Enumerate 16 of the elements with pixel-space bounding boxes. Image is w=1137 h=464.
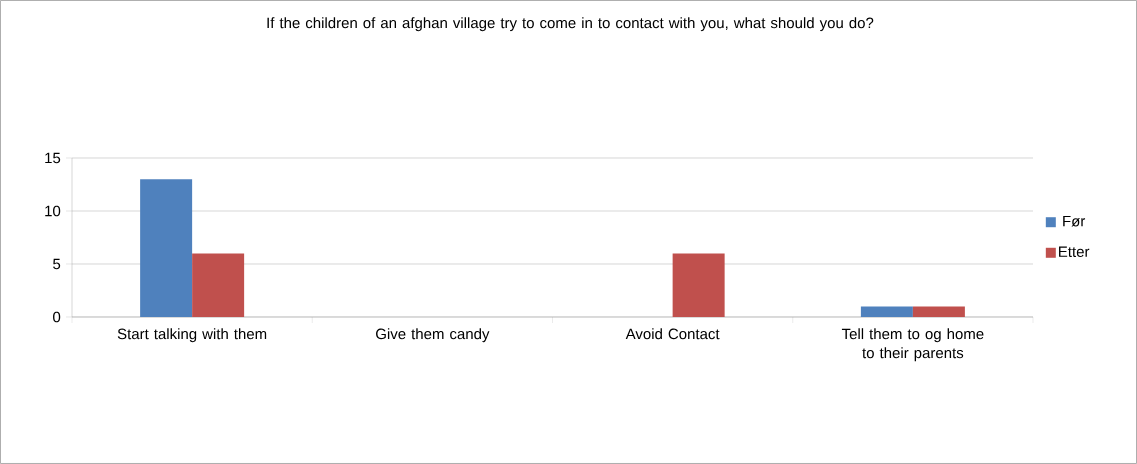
bar: [860, 306, 913, 317]
x-tick-label: Give them candy: [376, 328, 490, 343]
bar: [192, 253, 245, 317]
bar: [672, 253, 725, 317]
y-tick-label: 10: [45, 205, 61, 217]
y-tick-label: 5: [53, 258, 61, 270]
chart-title: If the children of an afghan village try to come in to contact with you, what should you do?: [267, 17, 874, 32]
bar: [140, 179, 193, 317]
y-tick-label: 0: [53, 311, 61, 323]
legend-label: Etter: [1059, 246, 1090, 257]
y-tick-label: 15: [45, 152, 61, 164]
x-tick-label: Tell them to og home to their parents: [841, 328, 984, 362]
x-tick-label: Avoid Contact: [625, 328, 720, 340]
legend-label: Før: [1063, 215, 1086, 227]
bar: [912, 306, 965, 317]
x-tick-label: Start talking with them: [117, 328, 267, 343]
